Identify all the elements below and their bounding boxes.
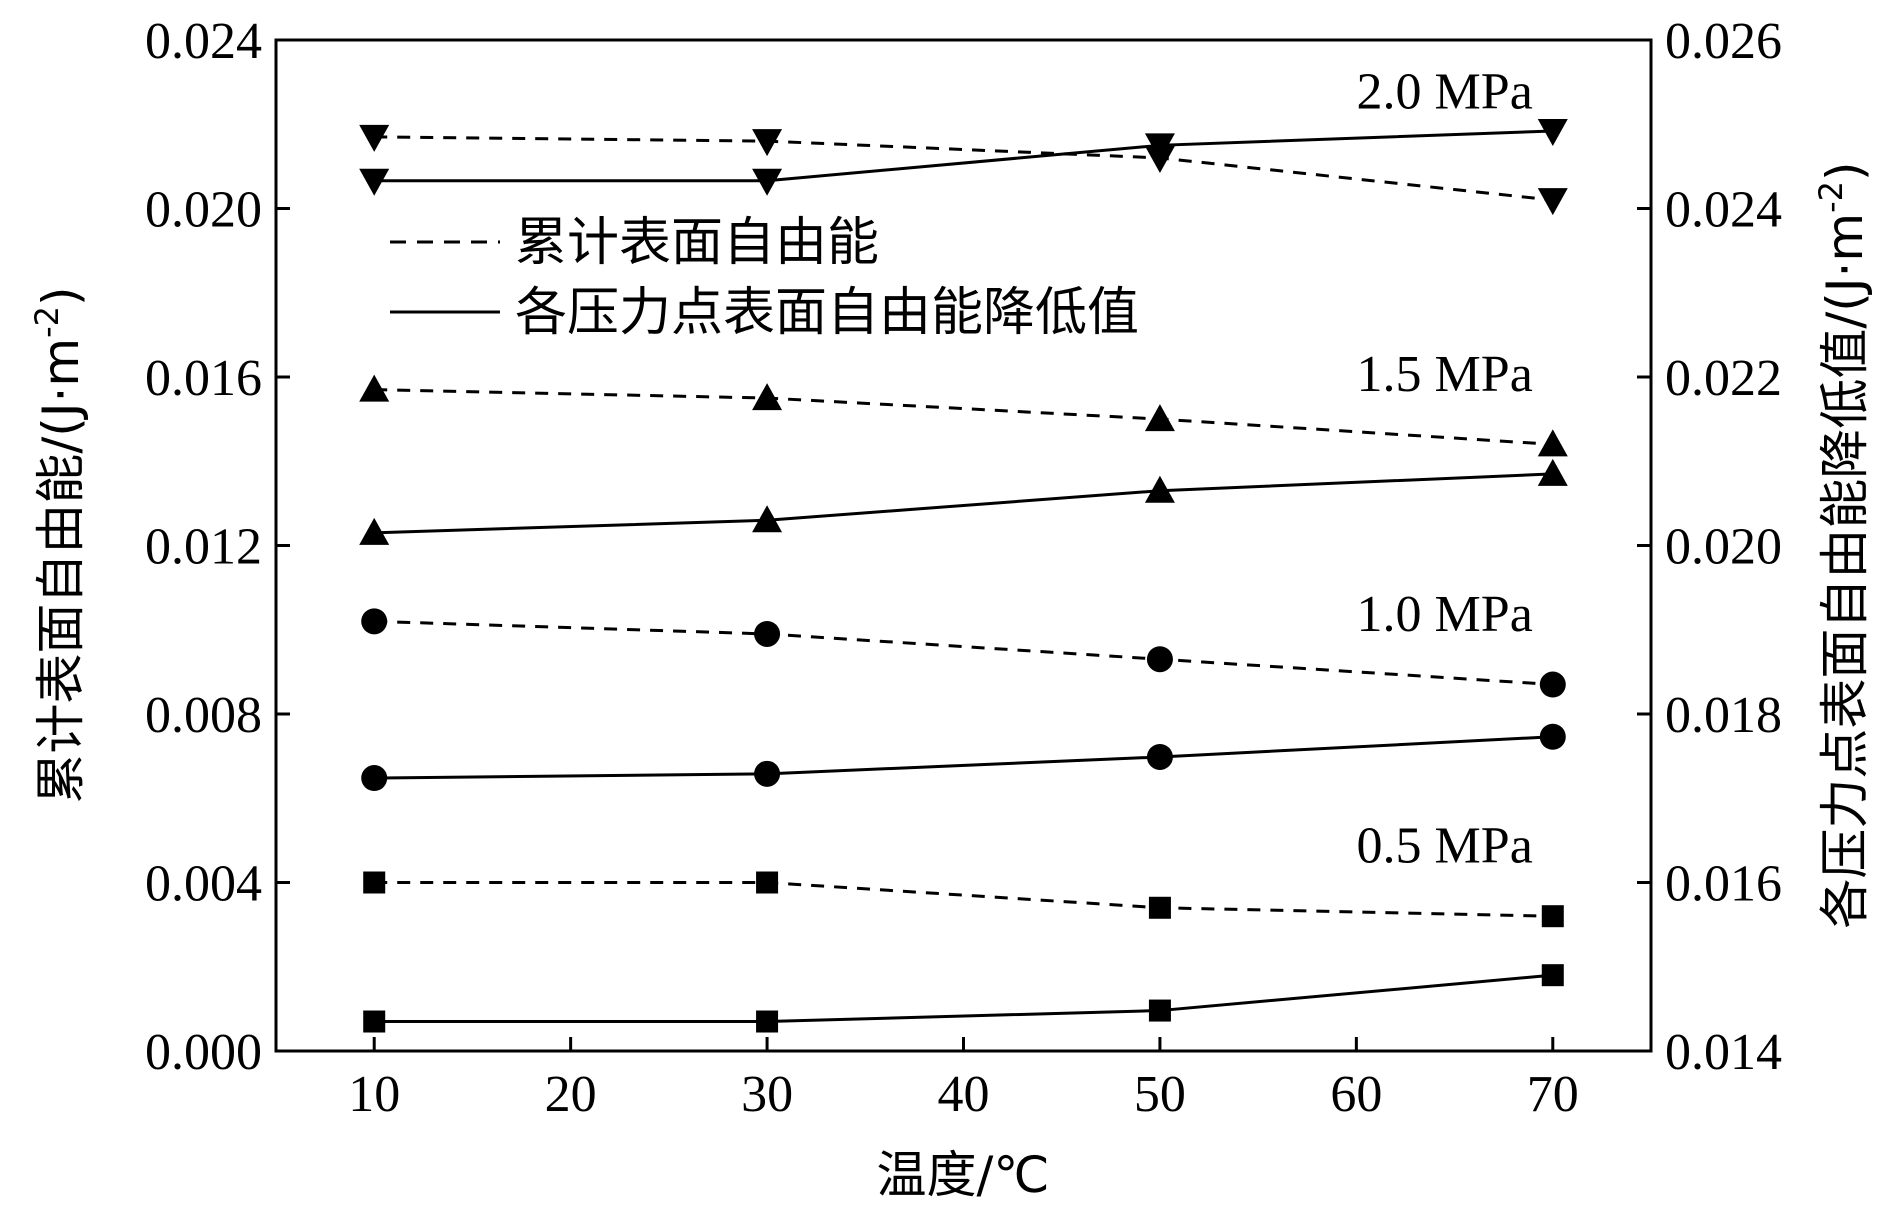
- x-tick-label: 50: [1134, 1066, 1186, 1123]
- right-y-axis-title-close: ): [1816, 161, 1874, 181]
- data-point-circle: [1539, 671, 1566, 698]
- x-tick-label: 10: [348, 1066, 400, 1123]
- pressure-label: 1.0 MPa: [1357, 586, 1533, 643]
- x-tick-label: 60: [1330, 1066, 1382, 1123]
- data-point-square: [1148, 896, 1171, 919]
- data-point-triangle-up: [752, 505, 783, 533]
- right-y-axis-title-main: 各压力点表面自由能降低值/(J·m: [1816, 213, 1874, 929]
- data-point-triangle-up: [359, 517, 390, 545]
- data-point-square: [363, 871, 386, 894]
- series-line: [374, 135, 1553, 202]
- data-point-circle: [1539, 723, 1566, 750]
- data-point-triangle-up: [1144, 404, 1175, 432]
- data-point-circle: [361, 608, 388, 635]
- right-y-tick-label: 0.016: [1665, 856, 1782, 913]
- series-line: [374, 472, 1553, 535]
- left-y-tick-label: 0.016: [145, 350, 262, 407]
- left-y-tick-label: 0.008: [145, 687, 262, 744]
- data-point-square: [756, 1010, 779, 1033]
- x-tick-label: 40: [938, 1066, 990, 1123]
- series-1.0-cumulative: [361, 608, 1566, 698]
- left-y-tick-label: 0.012: [145, 519, 262, 576]
- data-point-triangle-up: [1537, 458, 1568, 486]
- right-y-axis-title: 各压力点表面自由能降低值/(J·m-2): [1812, 161, 1874, 928]
- x-tick-label: 70: [1527, 1066, 1579, 1123]
- data-point-square: [363, 1010, 386, 1033]
- data-point-triangle-up: [752, 383, 783, 411]
- series-2.0-reduction: [359, 118, 1568, 196]
- series-line: [374, 881, 1553, 918]
- right-y-tick-label: 0.024: [1665, 182, 1782, 239]
- data-point-triangle-up: [1537, 429, 1568, 457]
- left-y-tick-label: 0.024: [145, 13, 262, 70]
- right-y-tick-label: 0.018: [1665, 687, 1782, 744]
- right-y-axis-title-sup: -2: [1812, 181, 1850, 213]
- legend-dashed-label: 累计表面自由能: [515, 213, 879, 273]
- right-y-tick-label: 0.014: [1665, 1024, 1782, 1081]
- data-point-triangle-down: [1537, 118, 1568, 146]
- left-y-axis-title: 累计表面自由能/(J·m-2): [28, 286, 90, 803]
- left-y-axis-title-close: ): [32, 286, 90, 306]
- series-1.5-reduction: [359, 458, 1568, 545]
- right-y-tick-label: 0.022: [1665, 350, 1782, 407]
- left-y-axis-ticks: 0.000 0.004 0.008 0.012 0.016 0.020 0.024: [145, 13, 290, 1081]
- legend: 累计表面自由能 各压力点表面自由能降低值: [390, 213, 1139, 343]
- series-line: [374, 619, 1553, 687]
- series-line: [374, 388, 1553, 446]
- data-point-triangle-down: [359, 168, 390, 196]
- data-point-circle: [1146, 743, 1173, 770]
- data-point-square: [1541, 905, 1564, 928]
- data-point-triangle-up: [1144, 475, 1175, 503]
- data-point-circle: [754, 760, 781, 787]
- x-tick-label: 30: [741, 1066, 793, 1123]
- series-0.5-reduction: [363, 964, 1564, 1033]
- data-point-circle: [754, 620, 781, 647]
- data-point-triangle-down: [1537, 188, 1568, 216]
- data-point-square: [1541, 964, 1564, 987]
- pressure-label: 2.0 MPa: [1357, 64, 1533, 121]
- pressure-label: 1.5 MPa: [1357, 346, 1533, 403]
- x-axis-ticks: 10 20 30 40 50 60 70: [348, 1037, 1579, 1123]
- left-y-axis-title-sup: -2: [28, 306, 66, 338]
- plot-frame: [274, 38, 1653, 1053]
- right-y-axis-ticks: 0.014 0.016 0.018 0.020 0.022 0.024 0.026: [1637, 13, 1782, 1081]
- left-y-tick-label: 0.000: [145, 1024, 262, 1081]
- series-0.5-cumulative: [363, 871, 1564, 928]
- series-line: [374, 973, 1553, 1024]
- series-line: [374, 735, 1553, 780]
- data-point-triangle-down: [359, 124, 390, 152]
- right-y-tick-label: 0.020: [1665, 519, 1782, 576]
- pressure-label: 0.5 MPa: [1357, 818, 1533, 875]
- data-point-triangle-down: [752, 168, 783, 196]
- data-point-triangle-down: [752, 129, 783, 157]
- data-point-triangle-up: [359, 374, 390, 402]
- data-point-circle: [361, 765, 388, 792]
- data-point-square: [756, 871, 779, 894]
- left-y-tick-label: 0.020: [145, 182, 262, 239]
- series-1.5-cumulative: [359, 374, 1568, 457]
- data-point-triangle-down: [1144, 133, 1175, 161]
- x-axis-title: 温度/℃: [877, 1146, 1050, 1204]
- pressure-annotations: 2.0 MPa 1.5 MPa 1.0 MPa 0.5 MPa: [1357, 64, 1533, 875]
- data-point-circle: [1146, 646, 1173, 673]
- legend-solid-label: 各压力点表面自由能降低值: [515, 283, 1139, 343]
- data-point-square: [1148, 999, 1171, 1022]
- left-y-tick-label: 0.004: [145, 856, 262, 913]
- x-tick-label: 20: [545, 1066, 597, 1123]
- series-layer: [359, 118, 1568, 1033]
- right-y-tick-label: 0.026: [1665, 13, 1782, 70]
- series-1.0-reduction: [361, 723, 1566, 792]
- series-line: [374, 129, 1553, 183]
- left-y-axis-title-main: 累计表面自由能/(J·m: [32, 338, 90, 804]
